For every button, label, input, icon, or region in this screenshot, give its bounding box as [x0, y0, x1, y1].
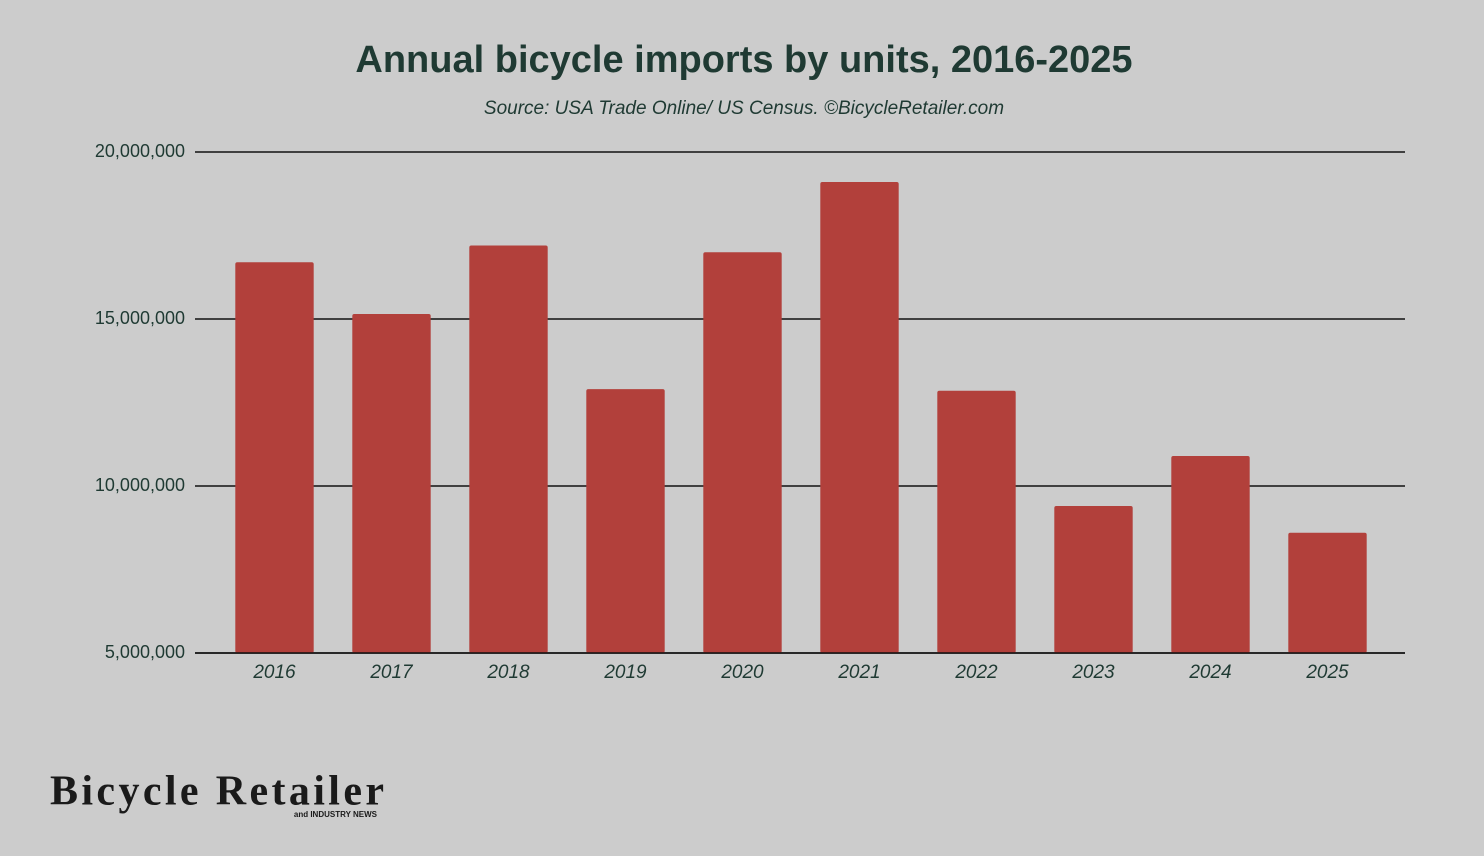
logo-name: Bicycle Retailer: [50, 769, 384, 815]
bar: [469, 245, 548, 653]
chart-title: Annual bicycle imports by units, 2016-20…: [355, 39, 1132, 81]
bar: [1054, 506, 1133, 653]
x-tick-label: 2023: [1071, 662, 1115, 683]
bar: [586, 389, 665, 653]
y-tick-label: 5,000,000: [105, 642, 185, 662]
x-tick-label: 2018: [486, 662, 530, 683]
x-tick-label: 2016: [252, 662, 296, 683]
bar: [1288, 532, 1367, 653]
bar: [352, 313, 431, 653]
chart-subtitle: Source: USA Trade Online/ US Census. ©Bi…: [484, 98, 1004, 119]
x-tick-label: 2025: [1305, 662, 1349, 683]
y-tick-label: 15,000,000: [95, 308, 185, 328]
bar: [1171, 455, 1250, 653]
x-tick-label: 2022: [954, 662, 998, 683]
x-tick-label: 2017: [369, 662, 414, 683]
x-tick-label: 2024: [1188, 662, 1231, 683]
x-tick-label: 2019: [603, 662, 647, 683]
bar: [235, 262, 314, 653]
logo-tagline: and INDUSTRY NEWS: [294, 810, 378, 819]
x-tick-label: 2021: [837, 662, 880, 683]
y-tick-label: 10,000,000: [95, 475, 185, 495]
bar: [820, 182, 899, 653]
bar: [937, 390, 1016, 653]
y-tick-label: 20,000,000: [95, 141, 185, 161]
x-tick-label: 2020: [720, 662, 764, 683]
bar: [703, 252, 782, 653]
